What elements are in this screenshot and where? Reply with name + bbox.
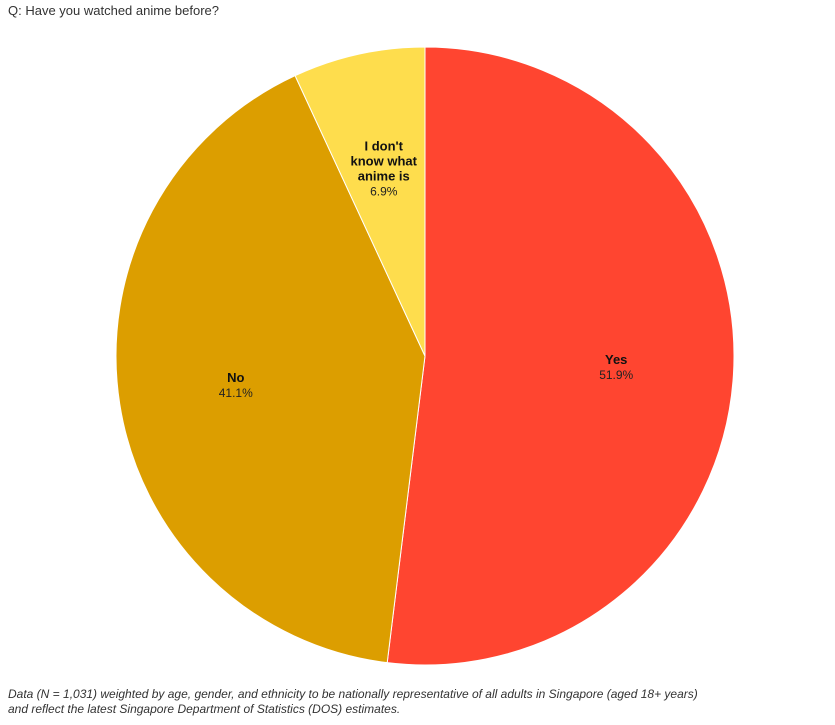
- pie-labels: Yes 51.9% No 41.1% I don't know what anime is 6…: [219, 138, 634, 400]
- footnote-line-1: Data (N = 1,031) weighted by age, gender…: [8, 687, 698, 701]
- slice-name-2-1: know what: [351, 153, 418, 168]
- pie-slices: [115, 46, 735, 666]
- slice-value-0: 51.9%: [599, 368, 633, 382]
- pie-slice-0: [386, 46, 735, 666]
- pie-slice-1: [115, 74, 426, 664]
- pie-slice-2: [294, 46, 426, 357]
- slice-label-1: No 41.1%: [219, 370, 253, 400]
- slice-value-2: 6.9%: [370, 184, 398, 198]
- chart-title: Q: Have you watched anime before?: [8, 3, 220, 18]
- slice-value-1: 41.1%: [219, 386, 253, 400]
- slice-name-2-2: anime is: [358, 168, 410, 183]
- pie-chart: Yes 51.9% No 41.1% I don't know what anime is 6…: [115, 46, 735, 666]
- slice-name-1-0: No: [227, 370, 244, 385]
- slice-name-2-0: I don't: [365, 138, 404, 153]
- footnote-line-2: and reflect the latest Singapore Departm…: [8, 702, 401, 716]
- footnote: Data (N = 1,031) weighted by age, gender…: [8, 687, 830, 717]
- slice-label-0: Yes 51.9%: [599, 352, 633, 382]
- slice-name-0-0: Yes: [605, 352, 627, 367]
- slice-label-2: I don't know what anime is 6.9%: [351, 138, 418, 198]
